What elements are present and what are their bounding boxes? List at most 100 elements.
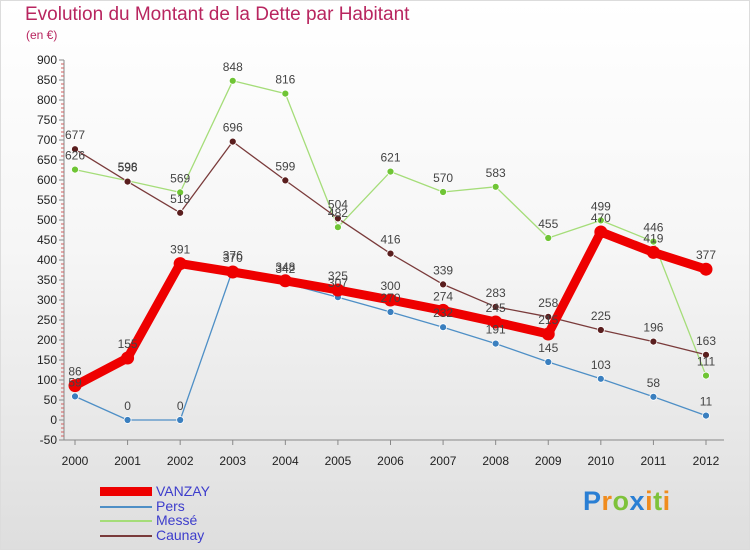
data-point-vanzay — [436, 303, 450, 317]
data-point-pers — [596, 374, 605, 383]
data-point-vanzay — [68, 379, 82, 393]
data-label-vanzay: 377 — [696, 248, 716, 262]
data-label-mess-: 446 — [643, 221, 663, 235]
data-point-pers — [123, 416, 132, 424]
data-label-caunay: 696 — [223, 121, 243, 135]
data-label-vanzay: 470 — [591, 211, 611, 225]
y-tick-label: 150 — [37, 353, 57, 367]
data-point-vanzay — [699, 262, 713, 276]
data-point-mess- — [544, 234, 553, 242]
y-tick-label: 700 — [37, 133, 57, 147]
data-label-pers: 0 — [124, 399, 131, 413]
data-label-vanzay: 325 — [328, 269, 348, 283]
data-label-vanzay: 391 — [170, 243, 190, 257]
y-tick-label: 800 — [37, 93, 57, 107]
y-tick-label: 650 — [37, 153, 57, 167]
data-label-pers: 376 — [223, 249, 243, 263]
data-label-caunay: 283 — [486, 286, 506, 300]
data-point-caunay — [228, 137, 237, 146]
data-point-vanzay — [278, 274, 292, 288]
data-label-mess-: 598 — [118, 160, 138, 174]
logo-letter: i — [662, 486, 671, 516]
logo-letter: P — [583, 486, 602, 516]
data-point-pers — [71, 392, 79, 401]
data-label-pers: 191 — [486, 323, 506, 337]
data-point-vanzay — [646, 245, 660, 259]
x-tick-label: 2011 — [641, 454, 667, 468]
data-label-mess-: 499 — [591, 199, 611, 213]
data-point-caunay — [596, 326, 605, 334]
data-point-pers — [702, 411, 710, 420]
data-point-vanzay — [541, 327, 555, 341]
data-label-vanzay: 419 — [643, 231, 663, 245]
data-point-mess- — [439, 188, 447, 196]
legend-swatch-messe — [100, 520, 152, 522]
data-point-mess- — [649, 237, 658, 246]
data-label-pers: 232 — [433, 306, 453, 320]
x-tick-label: 2009 — [535, 454, 562, 468]
data-label-mess-: 455 — [538, 217, 558, 231]
data-point-mess- — [491, 182, 500, 191]
y-tick-label: 0 — [50, 413, 57, 427]
y-tick-label: 350 — [37, 273, 57, 287]
data-point-pers — [491, 339, 500, 348]
chart-unit-subtitle: (en €) — [26, 28, 58, 42]
logo-letter: r — [601, 486, 613, 516]
x-tick-label: 2003 — [219, 454, 246, 468]
data-point-caunay — [649, 337, 658, 346]
legend-item-vanzay: VANZAY — [100, 484, 280, 499]
data-label-mess-: 848 — [223, 60, 243, 74]
proxiti-logo: Proxiti — [583, 486, 671, 517]
y-tick-label: 250 — [37, 313, 57, 327]
data-point-vanzay — [594, 225, 608, 239]
data-label-vanzay: 348 — [275, 260, 295, 274]
data-point-caunay — [386, 249, 395, 258]
y-tick-label: 50 — [44, 393, 58, 407]
data-point-mess- — [176, 188, 185, 197]
legend-swatch-pers — [100, 505, 152, 508]
data-label-mess-: 111 — [697, 355, 716, 369]
legend-label-pers: Pers — [156, 497, 185, 514]
data-label-vanzay: 245 — [486, 301, 506, 315]
data-label-caunay: 163 — [696, 334, 716, 348]
data-label-caunay: 416 — [380, 233, 400, 247]
data-point-pers — [176, 416, 185, 424]
x-tick-label: 2001 — [114, 454, 141, 468]
data-label-caunay: 258 — [538, 296, 558, 310]
logo-letter: x — [629, 486, 646, 516]
data-label-pers: 270 — [380, 291, 400, 305]
legend-label-messe: Messé — [156, 512, 198, 528]
logo-letter: t — [653, 486, 663, 516]
x-tick-label: 2008 — [482, 454, 509, 468]
series-line-mess- — [74, 80, 707, 377]
data-label-vanzay: 155 — [118, 337, 138, 351]
logo-letter: o — [612, 486, 630, 516]
data-point-vanzay — [121, 351, 135, 365]
legend-item-caunay: Caunay — [100, 527, 280, 542]
data-label-pers: 103 — [591, 358, 611, 372]
y-tick-label: 500 — [37, 213, 57, 227]
legend-item-pers: Pers — [100, 497, 280, 514]
chart-title: Evolution du Montant de la Dette par Hab… — [25, 4, 410, 25]
data-point-caunay — [71, 145, 79, 154]
data-point-vanzay — [331, 283, 345, 297]
y-tick-label: -50 — [40, 433, 58, 447]
data-point-pers — [649, 392, 658, 401]
logo-letter: i — [645, 486, 654, 516]
y-tick-label: 450 — [37, 233, 57, 247]
data-point-caunay — [439, 280, 447, 289]
data-label-mess-: 570 — [433, 171, 453, 185]
data-label-mess-: 816 — [275, 73, 295, 87]
data-label-pers: 0 — [177, 399, 184, 413]
data-label-pers: 145 — [538, 341, 558, 355]
data-label-pers: 11 — [700, 395, 713, 409]
y-tick-label: 200 — [37, 333, 57, 347]
data-label-caunay: 518 — [170, 192, 190, 206]
data-point-caunay — [281, 176, 290, 185]
y-tick-label: 550 — [37, 193, 57, 207]
y-tick-label: 900 — [37, 53, 57, 67]
data-point-mess- — [386, 167, 395, 176]
x-tick-label: 2004 — [272, 454, 299, 468]
data-label-pers: 59 — [68, 375, 82, 389]
